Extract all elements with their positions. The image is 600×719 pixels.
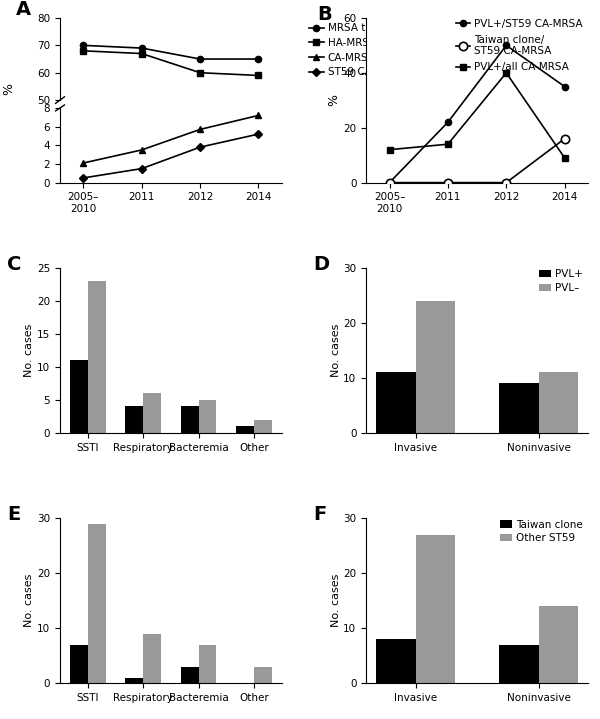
Bar [236,426,254,433]
Y-axis label: No. cases: No. cases [331,574,341,628]
Bar [254,667,272,683]
Bar [416,535,455,683]
Bar [376,372,416,433]
Text: E: E [7,505,20,524]
Bar [376,639,416,683]
Y-axis label: %: % [2,83,16,96]
Bar [70,360,88,433]
Text: B: B [317,5,332,24]
Text: F: F [313,505,326,524]
Bar [499,645,539,683]
Bar [499,383,539,433]
Bar [143,633,161,683]
Bar [70,645,88,683]
Bar [88,524,106,683]
Text: D: D [313,255,329,274]
Bar [125,677,143,683]
Legend: PVL+/ST59 CA-MRSA, Taiwan clone/
ST59 CA-MRSA, PVL+/all CA-MRSA: PVL+/ST59 CA-MRSA, Taiwan clone/ ST59 CA… [452,15,587,76]
Bar [539,606,578,683]
Legend: Taiwan clone, Other ST59: Taiwan clone, Other ST59 [496,516,587,547]
Bar [254,420,272,433]
Bar [181,406,199,433]
Bar [88,281,106,433]
Y-axis label: %: % [328,94,341,106]
Bar [199,645,217,683]
Bar [125,406,143,433]
Bar [181,667,199,683]
Legend: PVL+, PVL–: PVL+, PVL– [535,265,587,297]
Y-axis label: No. cases: No. cases [25,574,34,628]
Bar [143,393,161,433]
Y-axis label: No. cases: No. cases [24,324,34,377]
Bar [416,301,455,433]
Legend: MRSA total, HA-MRSA, CA-MRSA, ST59 CA-MRSA: MRSA total, HA-MRSA, CA-MRSA, ST59 CA-MR… [305,19,409,81]
Bar [199,400,217,433]
Bar [539,372,578,433]
Text: A: A [16,0,31,19]
Y-axis label: No. cases: No. cases [331,324,341,377]
Text: C: C [7,255,21,274]
